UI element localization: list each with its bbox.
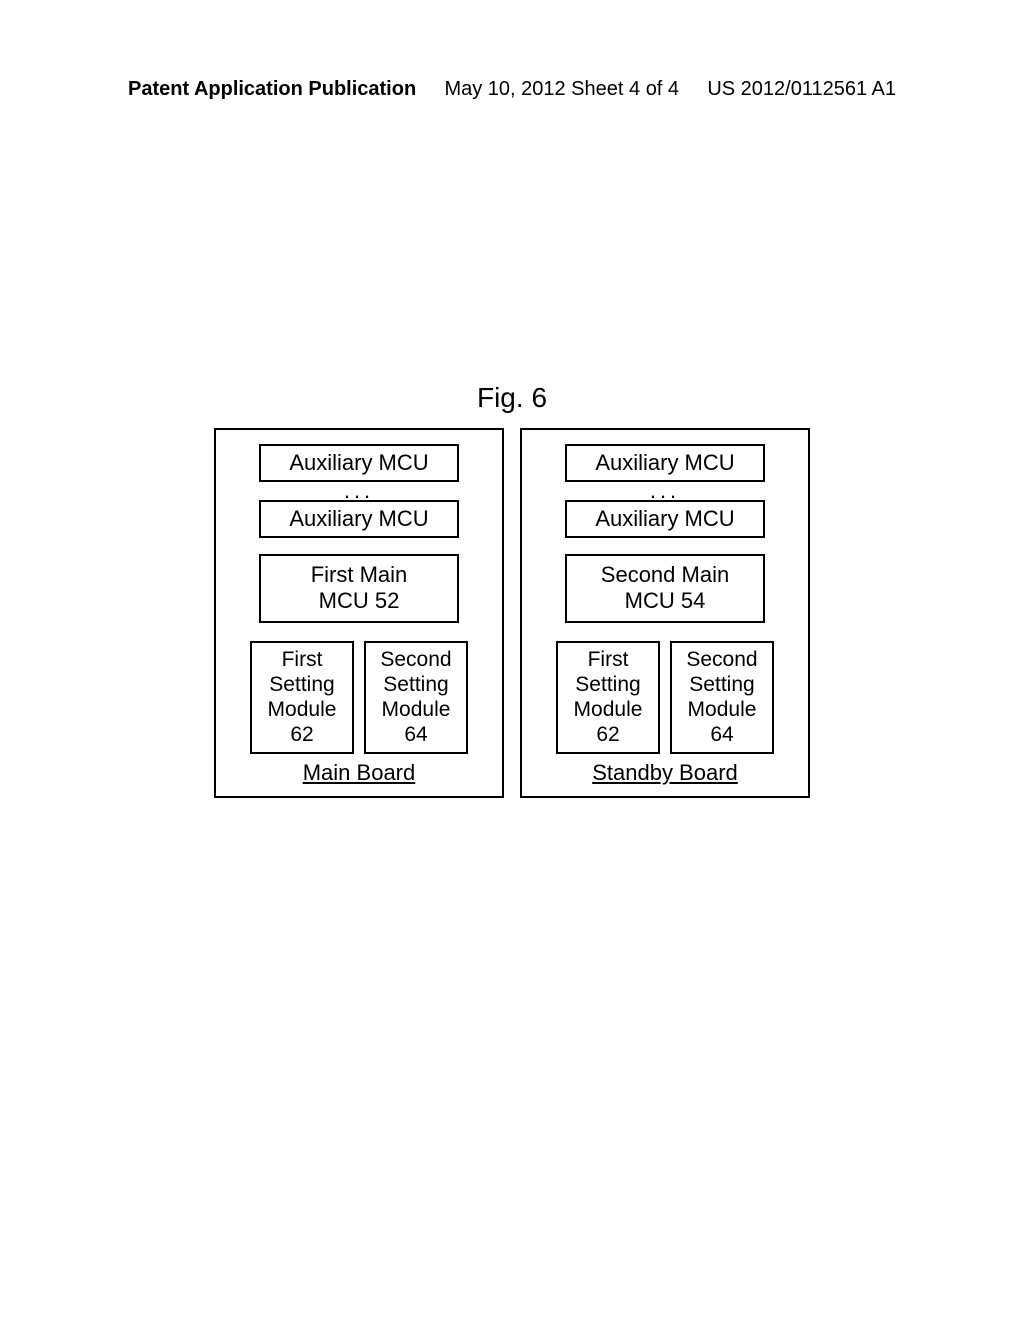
first-setting-module-box: First Setting Module 62 <box>250 641 354 754</box>
setting-line: First <box>256 647 348 672</box>
setting-line: Setting <box>676 672 768 697</box>
setting-line: First <box>562 647 654 672</box>
setting-line: Second <box>370 647 462 672</box>
figure-label: Fig. 6 <box>477 382 547 414</box>
setting-line: Setting <box>256 672 348 697</box>
aux-mcu-box: Auxiliary MCU <box>259 500 459 538</box>
header-publication: Patent Application Publication <box>128 78 416 101</box>
aux-mcu-box: Auxiliary MCU <box>565 500 765 538</box>
aux-mcu-box: Auxiliary MCU <box>259 444 459 482</box>
main-board: Auxiliary MCU ... Auxiliary MCU First Ma… <box>214 428 504 798</box>
setting-line: Module <box>370 697 462 722</box>
aux-mcu-box: Auxiliary MCU <box>565 444 765 482</box>
header-date-sheet: May 10, 2012 Sheet 4 of 4 <box>444 78 679 101</box>
second-setting-module-box: Second Setting Module 64 <box>670 641 774 754</box>
setting-line: 62 <box>562 722 654 747</box>
main-mcu-line: MCU 52 <box>261 588 457 614</box>
second-setting-module-box: Second Setting Module 64 <box>364 641 468 754</box>
first-setting-module-box: First Setting Module 62 <box>556 641 660 754</box>
standby-board: Auxiliary MCU ... Auxiliary MCU Second M… <box>520 428 810 798</box>
page-header: Patent Application Publication May 10, 2… <box>0 78 1024 101</box>
first-main-mcu-box: First Main MCU 52 <box>259 554 459 623</box>
setting-line: Setting <box>562 672 654 697</box>
main-mcu-line: First Main <box>261 562 457 588</box>
header-patent-number: US 2012/0112561 A1 <box>707 78 896 101</box>
setting-modules-row: First Setting Module 62 Second Setting M… <box>556 641 774 754</box>
main-mcu-line: MCU 54 <box>567 588 763 614</box>
setting-line: Setting <box>370 672 462 697</box>
setting-line: Module <box>562 697 654 722</box>
second-main-mcu-box: Second Main MCU 54 <box>565 554 765 623</box>
setting-line: 64 <box>370 722 462 747</box>
ellipsis: ... <box>344 484 374 498</box>
setting-line: 64 <box>676 722 768 747</box>
setting-line: 62 <box>256 722 348 747</box>
main-board-label: Main Board <box>303 760 416 786</box>
ellipsis: ... <box>650 484 680 498</box>
main-mcu-line: Second Main <box>567 562 763 588</box>
setting-modules-row: First Setting Module 62 Second Setting M… <box>250 641 468 754</box>
standby-board-label: Standby Board <box>592 760 738 786</box>
setting-line: Module <box>256 697 348 722</box>
setting-line: Module <box>676 697 768 722</box>
boards-container: Auxiliary MCU ... Auxiliary MCU First Ma… <box>214 428 810 798</box>
setting-line: Second <box>676 647 768 672</box>
